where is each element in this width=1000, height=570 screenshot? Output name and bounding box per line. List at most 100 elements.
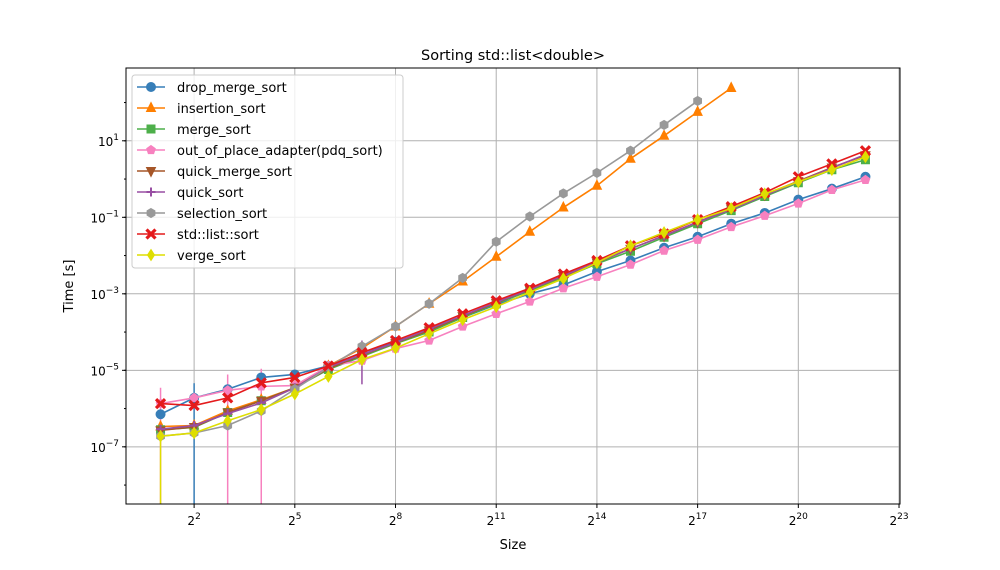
y-tick-label: 101 <box>98 133 119 149</box>
data-point <box>726 221 737 232</box>
legend-label: std::list::sort <box>177 228 259 243</box>
y-tick-label: 10−3 <box>90 286 119 302</box>
data-point <box>257 403 266 417</box>
data-point <box>827 163 836 177</box>
data-point <box>255 377 267 389</box>
series-line <box>160 153 866 430</box>
data-point <box>324 370 333 383</box>
legend-marker <box>145 167 157 178</box>
data-point <box>760 187 769 201</box>
data-point <box>692 234 703 244</box>
data-point <box>658 129 670 140</box>
data-point <box>154 397 167 410</box>
legend: drop_merge_sort insertion_sort merge_sorto… <box>131 74 404 269</box>
data-point <box>389 334 402 347</box>
legend-marker <box>146 144 156 155</box>
data-point <box>626 145 635 156</box>
x-tick-label: 211 <box>487 512 506 528</box>
data-point <box>391 341 400 355</box>
x-tick-label: 22 <box>187 512 200 528</box>
data-point <box>861 150 870 164</box>
data-point <box>693 213 702 227</box>
data-point <box>725 81 737 93</box>
data-point <box>189 392 199 403</box>
data-point <box>156 429 165 443</box>
x-tick-label: 223 <box>889 512 908 528</box>
data-point <box>490 250 502 261</box>
legend-entry: out_of_place_adapter(pdq_sort) <box>137 144 383 159</box>
data-point <box>759 210 770 220</box>
x-tick-label: 214 <box>587 512 606 528</box>
data-point <box>155 409 166 420</box>
legend-entry: std::list::sort <box>137 228 259 243</box>
data-point <box>524 225 536 236</box>
legend-marker <box>145 101 157 112</box>
data-point <box>290 387 299 401</box>
data-point <box>558 200 569 212</box>
data-point <box>592 256 602 270</box>
series-line <box>160 149 866 407</box>
data-point <box>860 174 871 185</box>
x-tick-label: 28 <box>389 512 403 528</box>
y-axis-label: Time [s] <box>62 260 77 314</box>
data-point <box>424 327 434 341</box>
x-tick-label: 25 <box>288 512 301 528</box>
legend-entry: quick_merge_sort <box>137 165 292 180</box>
legend-marker <box>146 124 156 134</box>
data-point <box>558 283 569 293</box>
series-line <box>160 87 732 428</box>
data-point <box>591 179 603 190</box>
legend-label: quick_sort <box>177 186 243 201</box>
data-point <box>659 245 669 255</box>
data-point <box>491 308 502 318</box>
data-point <box>188 399 200 412</box>
y-tick-label: 10−7 <box>90 439 119 455</box>
legend-marker <box>145 228 157 240</box>
data-point <box>222 385 233 395</box>
data-point <box>659 226 669 239</box>
data-point <box>190 426 199 440</box>
data-point <box>223 414 232 428</box>
legend-label: insertion_sort <box>177 102 266 117</box>
plot-frame <box>125 67 901 505</box>
series-line <box>160 179 866 405</box>
legend-entry: merge_sort <box>137 123 251 138</box>
data-point <box>458 272 468 284</box>
data-point <box>693 95 703 107</box>
data-point <box>692 105 703 116</box>
x-axis-label: Size <box>500 538 527 553</box>
data-point <box>794 175 803 189</box>
data-point <box>391 321 400 332</box>
legend-entry: insertion_sort <box>137 101 266 117</box>
data-point <box>626 239 635 253</box>
x-tick-label: 220 <box>789 512 808 528</box>
data-point <box>458 313 467 327</box>
data-point <box>525 211 535 222</box>
y-tick-label: 10−1 <box>90 209 119 225</box>
data-point <box>592 271 602 281</box>
data-point <box>491 236 501 247</box>
series-verge-sort <box>156 150 870 443</box>
legend-marker <box>146 248 156 262</box>
data-point <box>524 296 535 306</box>
y-tick-label: 10−5 <box>90 362 119 378</box>
data-point <box>424 298 434 309</box>
data-point <box>625 152 636 163</box>
data-point <box>492 300 501 314</box>
data-point <box>659 119 669 131</box>
data-point <box>827 184 837 195</box>
legend-label: quick_merge_sort <box>177 165 292 180</box>
legend-label: drop_merge_sort <box>177 81 287 96</box>
legend-label: selection_sort <box>177 207 267 222</box>
data-point <box>727 202 736 215</box>
legend-entry: quick_sort <box>137 186 243 201</box>
x-tick-label: 217 <box>688 512 707 528</box>
series-line <box>160 156 866 437</box>
legend-label: merge_sort <box>177 123 251 138</box>
legend-marker <box>146 187 156 197</box>
data-point <box>357 353 367 367</box>
data-point <box>356 346 368 359</box>
legend-entry: drop_merge_sort <box>137 81 287 96</box>
legend-entry: selection_sort <box>137 207 267 222</box>
